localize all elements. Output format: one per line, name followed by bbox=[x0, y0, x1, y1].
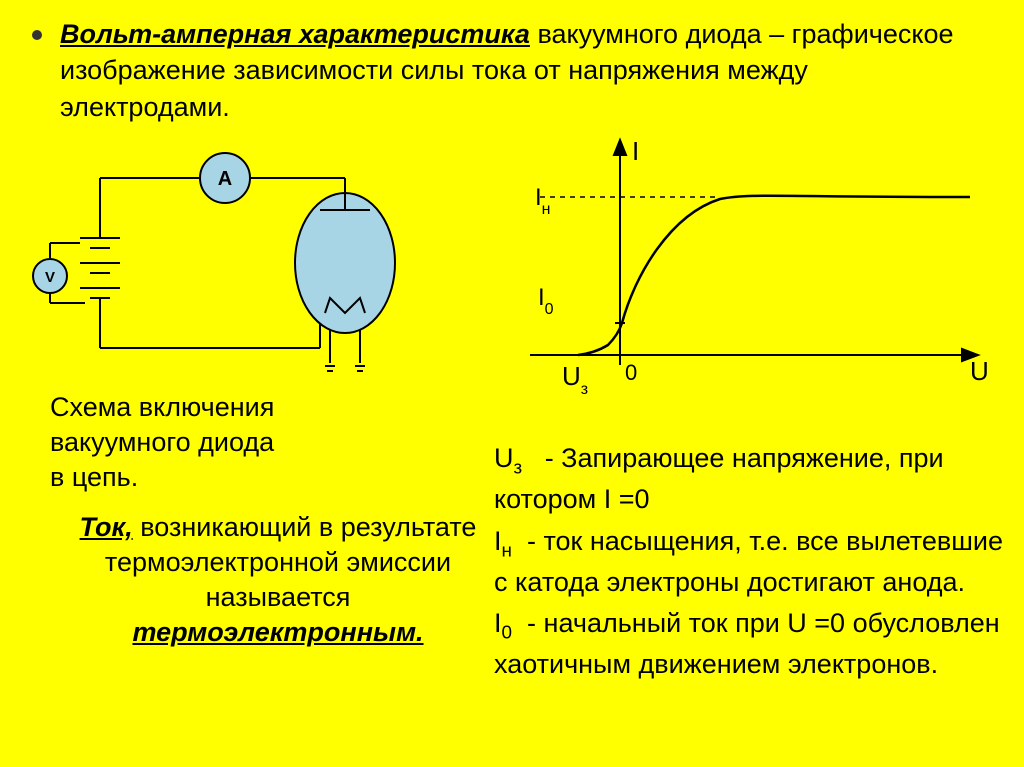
definitions-block: Uз - Запирающее напряжение, при котором … bbox=[494, 440, 1004, 682]
in-text: - ток насыщения, т.е. все вылетевшие с к… bbox=[494, 526, 1003, 597]
thermo-caption: Ток, возникающий в результате термоэлект… bbox=[78, 510, 478, 650]
uz-text: - Запирающее напряжение, при котором I =… bbox=[494, 443, 944, 514]
bullet-point bbox=[32, 30, 42, 40]
circuit-caption-line2: вакуумного диода bbox=[50, 425, 274, 460]
iv-graph: I U Iн I0 0 Uз bbox=[500, 135, 990, 395]
i0-symbol: I0 bbox=[494, 608, 512, 638]
uz-tick-label: Uз bbox=[562, 361, 588, 395]
circuit-caption: Схема включения вакуумного диода в цепь. bbox=[50, 390, 274, 495]
y-axis-label: I bbox=[632, 136, 639, 166]
def-in: Iн - ток насыщения, т.е. все вылетевшие … bbox=[494, 523, 1004, 600]
circuit-diagram: A V bbox=[30, 148, 460, 378]
ammeter-label: A bbox=[218, 168, 232, 190]
in-symbol: Iн bbox=[494, 526, 512, 556]
title-underlined: Вольт-амперная характеристика bbox=[60, 19, 530, 49]
thermo-term: термоэлектронным. bbox=[132, 617, 423, 647]
in-tick-label: Iн bbox=[535, 184, 551, 218]
i0-tick-label: I0 bbox=[538, 284, 554, 318]
circuit-caption-line3: в цепь. bbox=[50, 460, 274, 495]
i0-text: - начальный ток при U =0 обусловлен хаот… bbox=[494, 608, 1000, 679]
uz-symbol: Uз bbox=[494, 443, 522, 473]
origin-label: 0 bbox=[625, 360, 637, 385]
voltmeter-label: V bbox=[45, 269, 55, 286]
title-text: Вольт-амперная характеристика вакуумного… bbox=[60, 16, 980, 125]
circuit-caption-line1: Схема включения bbox=[50, 390, 274, 425]
x-axis-label: U bbox=[970, 356, 989, 386]
thermo-body: возникающий в результате термоэлектронно… bbox=[105, 512, 477, 612]
thermo-lead: Ток, bbox=[80, 512, 133, 542]
def-i0: I0 - начальный ток при U =0 обусловлен х… bbox=[494, 605, 1004, 682]
def-uz: Uз - Запирающее напряжение, при котором … bbox=[494, 440, 1004, 517]
